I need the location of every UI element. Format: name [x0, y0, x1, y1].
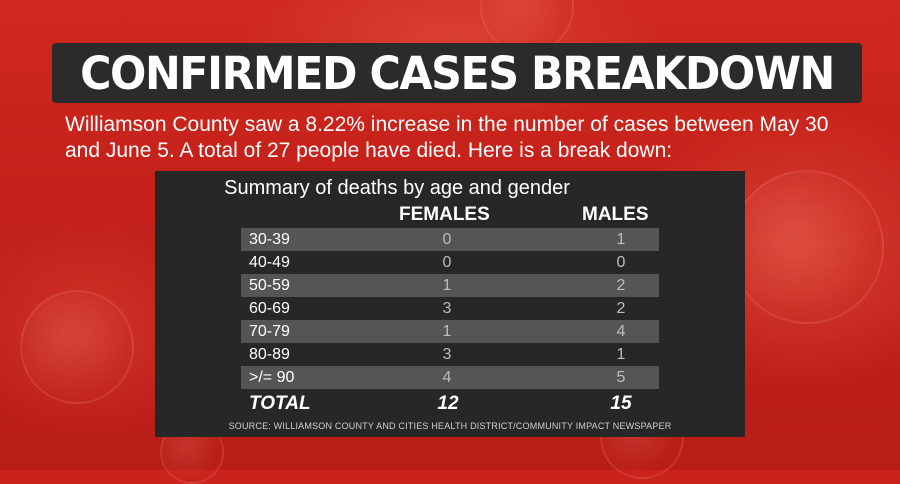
male-deaths: 4 [616, 323, 626, 340]
table-row: >/= 90 4 5 [241, 366, 659, 389]
table-row: 60-69 3 2 [241, 297, 659, 320]
table-row: 30-39 0 1 [241, 228, 659, 251]
intro-text: Williamson County saw a 8.22% increase i… [65, 113, 829, 162]
age-group: 70-79 [249, 323, 290, 340]
male-deaths: 2 [616, 277, 626, 294]
total-row: TOTAL 12 15 [241, 392, 659, 416]
title-banner [52, 43, 862, 103]
table-row: 70-79 1 4 [241, 320, 659, 343]
virus-illustration [20, 290, 134, 404]
source-credit: SOURCE: WILLIAMSON COUNTY AND CITIES HEA… [228, 421, 672, 431]
male-deaths: 1 [616, 231, 626, 248]
column-header-females: FEMALES [399, 204, 490, 225]
male-deaths: 0 [616, 254, 626, 271]
table-row: 50-59 1 2 [241, 274, 659, 297]
female-deaths: 4 [442, 369, 452, 386]
virus-illustration [730, 170, 884, 324]
male-deaths: 1 [616, 346, 626, 363]
age-group: >/= 90 [249, 369, 295, 386]
age-group: 80-89 [249, 346, 290, 363]
female-deaths: 3 [442, 300, 452, 317]
age-group: 30-39 [249, 231, 290, 248]
male-deaths: 5 [616, 369, 626, 386]
summary-table-panel: Summary of deaths by age and gender FEMA… [155, 171, 745, 437]
column-header-males: MALES [582, 204, 649, 225]
male-deaths: 2 [616, 300, 626, 317]
age-group: 40-49 [249, 254, 290, 271]
table-row: 40-49 0 0 [241, 251, 659, 274]
total-females: 12 [437, 393, 459, 414]
table-title: Summary of deaths by age and gender [224, 177, 570, 199]
total-males: 15 [610, 393, 632, 414]
age-group: 50-59 [249, 277, 290, 294]
table-body: 30-39 0 1 40-49 0 0 50-59 1 2 60-69 3 2 … [241, 228, 659, 389]
female-deaths: 3 [442, 346, 452, 363]
female-deaths: 1 [442, 323, 452, 340]
age-group: 60-69 [249, 300, 290, 317]
page-title: CONFIRMED CASES BREAKDOWN [80, 46, 835, 100]
total-label: TOTAL [249, 393, 311, 414]
female-deaths: 0 [442, 231, 452, 248]
female-deaths: 0 [442, 254, 452, 271]
table-row: 80-89 3 1 [241, 343, 659, 366]
female-deaths: 1 [442, 277, 452, 294]
